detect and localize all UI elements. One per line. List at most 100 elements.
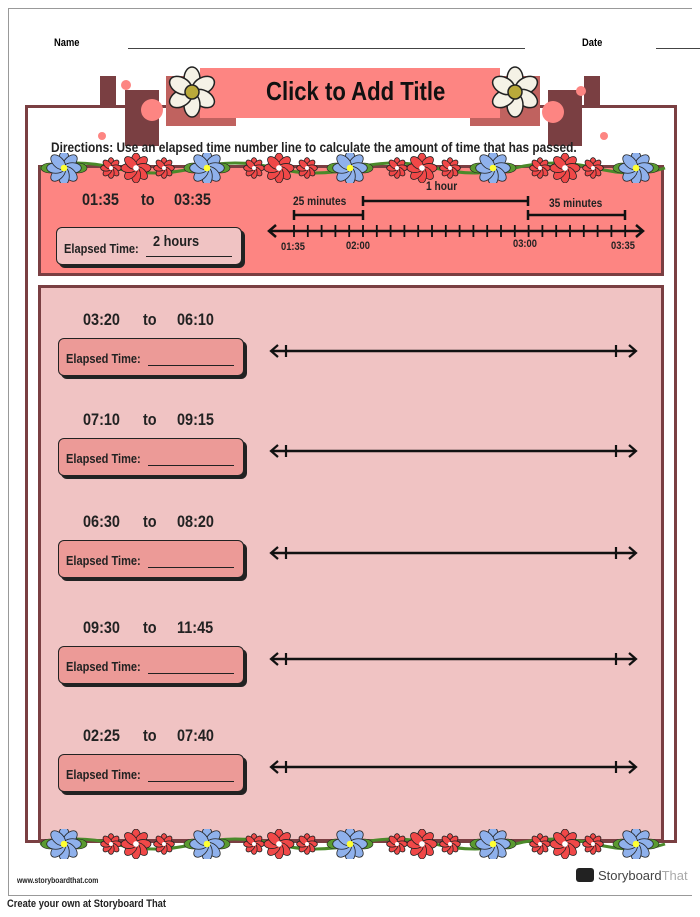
answer-line[interactable] bbox=[148, 673, 234, 674]
red-flower-icon bbox=[439, 157, 461, 179]
start-time: 09:30 bbox=[83, 618, 120, 637]
blue-flower-icon bbox=[475, 829, 511, 859]
answer-line[interactable] bbox=[148, 365, 234, 366]
blank-number-line[interactable] bbox=[266, 757, 642, 777]
arrow-heads bbox=[269, 760, 638, 774]
elapsed-label: Elapsed Time: bbox=[66, 767, 141, 782]
name-label: Name bbox=[54, 37, 80, 49]
segment-bracket bbox=[292, 210, 365, 220]
red-flower-icon bbox=[263, 153, 295, 183]
to-label: to bbox=[143, 726, 157, 745]
tick-label: 03:35 bbox=[611, 240, 635, 252]
red-flower-icon bbox=[100, 833, 122, 855]
red-flower-icon bbox=[263, 829, 295, 859]
red-flower-icon bbox=[296, 157, 318, 179]
answer-line[interactable] bbox=[148, 781, 234, 782]
red-flower-icon bbox=[406, 153, 438, 183]
start-time: 03:20 bbox=[83, 310, 120, 329]
red-flower-icon bbox=[120, 153, 152, 183]
elapsed-time-box[interactable]: Elapsed Time: bbox=[58, 754, 244, 792]
flower-border-bottom bbox=[39, 829, 666, 859]
flower-border-top bbox=[39, 153, 666, 183]
elapsed-label: Elapsed Time: bbox=[66, 659, 141, 674]
blue-flower-icon bbox=[332, 829, 368, 859]
arrow-heads bbox=[267, 224, 645, 238]
red-flower-icon bbox=[529, 833, 551, 855]
storyboardthat-logo-icon bbox=[576, 868, 594, 882]
segment-bracket bbox=[526, 210, 627, 220]
to-label: to bbox=[143, 310, 157, 329]
answer-line[interactable] bbox=[148, 465, 234, 466]
blue-flower-icon bbox=[332, 153, 368, 183]
elapsed-label: Elapsed Time: bbox=[66, 451, 141, 466]
brand-name-suffix: That bbox=[661, 868, 688, 883]
elapsed-label: Elapsed Time: bbox=[66, 351, 141, 366]
segment-label: 25 minutes bbox=[293, 194, 347, 208]
daisy-icon bbox=[491, 66, 539, 118]
tick-label: 02:00 bbox=[346, 240, 370, 252]
blue-flower-icon bbox=[189, 829, 225, 859]
blue-flower-icon bbox=[475, 153, 511, 183]
red-flower-icon bbox=[120, 829, 152, 859]
to-label: to bbox=[143, 618, 157, 637]
tick-label: 03:00 bbox=[513, 238, 537, 250]
name-line[interactable] bbox=[128, 48, 525, 49]
red-flower-icon bbox=[529, 157, 551, 179]
elapsed-time-box[interactable]: Elapsed Time: bbox=[58, 438, 244, 476]
brand-logo[interactable]: StoryboardThat bbox=[598, 868, 688, 883]
elapsed-label: Elapsed Time: bbox=[64, 241, 139, 256]
end-time: 09:15 bbox=[177, 410, 214, 429]
directions-text: Directions: Use an elapsed time number l… bbox=[51, 139, 577, 155]
worksheet-page bbox=[8, 8, 692, 896]
red-flower-icon bbox=[243, 157, 265, 179]
worksheet-title[interactable]: Click to Add Title bbox=[266, 76, 446, 106]
start-time: 07:10 bbox=[83, 410, 120, 429]
tick-label: 01:35 bbox=[281, 241, 305, 253]
elapsed-time-box[interactable]: Elapsed Time: bbox=[58, 338, 244, 376]
elapsed-time-box[interactable]: Elapsed Time: bbox=[58, 540, 244, 578]
red-flower-icon bbox=[549, 829, 581, 859]
red-flower-icon bbox=[100, 157, 122, 179]
footer-caption[interactable]: Create your own at Storyboard That bbox=[7, 898, 166, 910]
blank-number-line[interactable] bbox=[266, 441, 642, 461]
red-flower-icon bbox=[243, 833, 265, 855]
blank-number-line[interactable] bbox=[266, 649, 642, 669]
red-flower-icon bbox=[439, 833, 461, 855]
end-time: 07:40 bbox=[177, 726, 214, 745]
example-number-line bbox=[267, 196, 645, 238]
arrow-heads bbox=[269, 652, 638, 666]
blue-flower-icon bbox=[46, 829, 82, 859]
daisy-icon bbox=[168, 66, 216, 118]
start-time: 06:30 bbox=[83, 512, 120, 531]
end-time: 08:20 bbox=[177, 512, 214, 531]
red-flower-icon bbox=[549, 153, 581, 183]
blank-number-line[interactable] bbox=[266, 341, 642, 361]
to-label: to bbox=[143, 512, 157, 531]
date-label: Date bbox=[582, 37, 603, 49]
elapsed-time-box[interactable]: Elapsed Time: bbox=[58, 646, 244, 684]
end-time: 11:45 bbox=[177, 618, 214, 637]
red-flower-icon bbox=[386, 833, 408, 855]
arrow-heads bbox=[269, 444, 638, 458]
example-to: to bbox=[141, 190, 155, 209]
red-flower-icon bbox=[153, 157, 175, 179]
blank-number-line[interactable] bbox=[266, 543, 642, 563]
date-line[interactable] bbox=[656, 48, 700, 49]
red-flower-icon bbox=[386, 157, 408, 179]
blue-flower-icon bbox=[618, 153, 654, 183]
red-flower-icon bbox=[582, 833, 604, 855]
arrow-heads bbox=[269, 546, 638, 560]
red-flower-icon bbox=[296, 833, 318, 855]
segment-bracket bbox=[361, 196, 530, 206]
start-time: 02:25 bbox=[83, 726, 120, 745]
blue-flower-icon bbox=[46, 153, 82, 183]
segment-label: 1 hour bbox=[426, 179, 458, 193]
red-flower-icon bbox=[406, 829, 438, 859]
end-time: 06:10 bbox=[177, 310, 214, 329]
answer-line bbox=[146, 256, 232, 257]
footer-url[interactable]: www.storyboardthat.com bbox=[17, 876, 99, 885]
answer-line[interactable] bbox=[148, 567, 234, 568]
to-label: to bbox=[143, 410, 157, 429]
elapsed-label: Elapsed Time: bbox=[66, 553, 141, 568]
example-start-time: 01:35 bbox=[82, 190, 119, 209]
